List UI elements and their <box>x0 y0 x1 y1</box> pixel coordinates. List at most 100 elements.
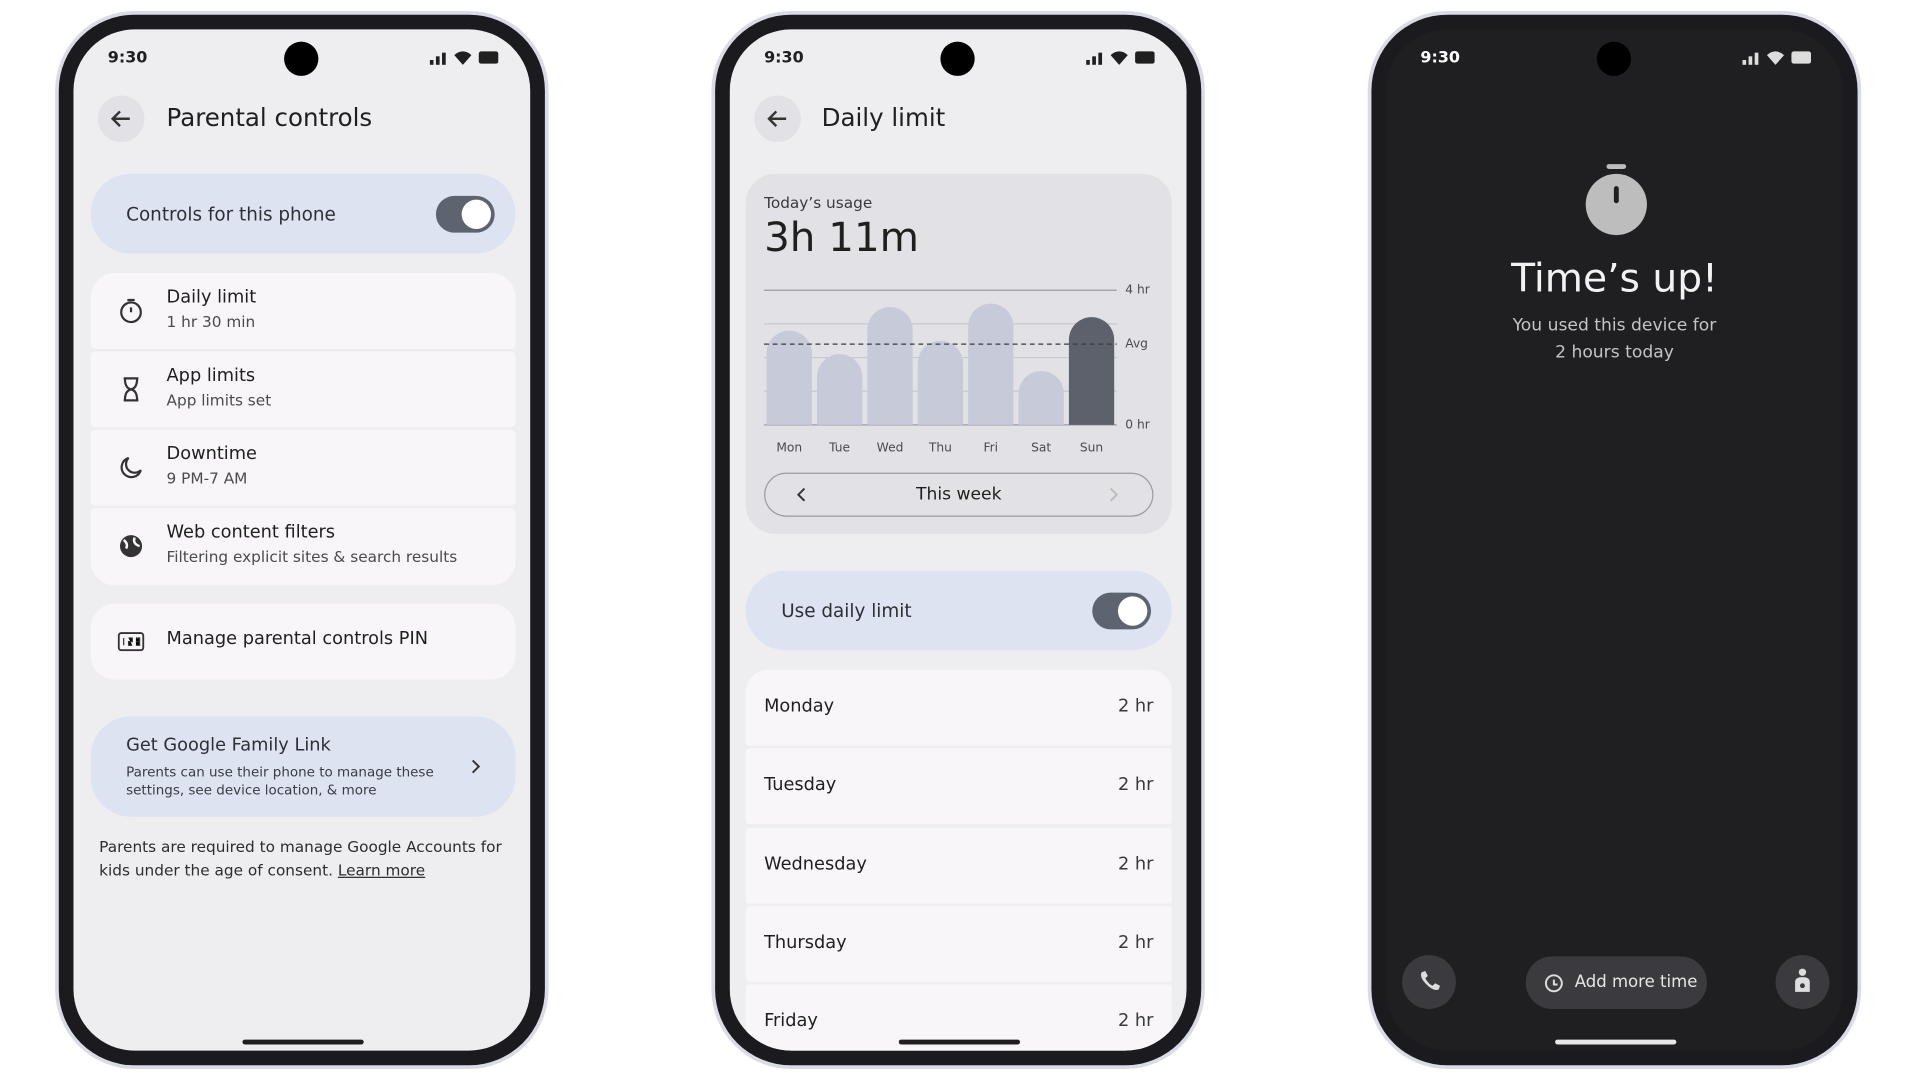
status-icons <box>1086 51 1155 65</box>
x-tick-label: Tue <box>828 441 850 455</box>
prev-week[interactable] <box>795 486 810 503</box>
day-row[interactable]: Friday 2 hr <box>745 984 1172 1051</box>
y-tick-label: 4 hr <box>1125 283 1150 297</box>
family-link-title: Get Google Family Link <box>126 735 331 756</box>
toggle-label: Controls for this phone <box>126 203 336 226</box>
status-time: 9:30 <box>107 48 148 68</box>
day-name: Monday <box>764 696 835 717</box>
message: You used this device for 2 hours today <box>1386 312 1843 366</box>
item-subtitle: 1 hr 30 min <box>166 312 256 331</box>
bar <box>816 354 863 425</box>
usage-value: 3h 11m <box>764 213 920 261</box>
screen: 9:30 Time’s up! You used this device for… <box>1386 29 1843 1051</box>
week-selector: This week <box>764 472 1154 517</box>
item-title: Web content filters <box>166 522 336 543</box>
camera <box>940 41 975 76</box>
icon <box>123 377 139 402</box>
message-line: 2 hours today <box>1555 342 1674 363</box>
home-bar <box>242 1039 364 1045</box>
day-name: Wednesday <box>764 854 867 875</box>
phone: 9:30 Daily limit Today’s usage 3h 11m 0 … <box>715 14 1202 1066</box>
home-bar <box>1555 1039 1677 1045</box>
bar <box>766 330 812 425</box>
list-item[interactable]: App limits App limits set <box>90 351 516 428</box>
item-title: Daily limit <box>166 287 257 308</box>
back-button[interactable] <box>754 95 801 143</box>
icon <box>120 535 143 558</box>
bar <box>1018 371 1064 425</box>
day-row[interactable]: Tuesday 2 hr <box>745 748 1172 825</box>
timer-icon <box>1585 164 1647 236</box>
day-limit: 2 hr <box>1117 933 1154 953</box>
toggle[interactable] <box>435 195 495 233</box>
button-label: Add more time <box>1574 972 1698 992</box>
family-link-card[interactable]: Get Google Family Link Parents can use t… <box>90 716 516 817</box>
status-time: 9:30 <box>1420 48 1461 68</box>
learn-more-link[interactable]: Learn more <box>337 860 426 880</box>
add-more-time-button[interactable]: Add more time <box>1525 956 1707 1009</box>
item-subtitle: 9 PM-7 AM <box>166 468 248 488</box>
icon <box>120 298 142 324</box>
times-up-title: Time’s up! <box>1511 254 1718 302</box>
daily-limit-toggle-card[interactable]: Use daily limit <box>745 570 1172 651</box>
day-row[interactable]: Monday 2 hr <box>745 669 1172 746</box>
day-name: Tuesday <box>764 775 837 795</box>
y-tick-label: 0 hr <box>1125 417 1150 431</box>
camera <box>1596 41 1632 76</box>
bar <box>917 340 964 425</box>
bar <box>968 303 1014 425</box>
next-week[interactable] <box>1106 486 1121 503</box>
day-name: Thursday <box>764 933 847 953</box>
phone: 9:30 Parental controls Controls for this… <box>58 14 545 1066</box>
average-label: Avg <box>1125 337 1148 351</box>
icon <box>120 456 142 479</box>
item-title: Manage parental controls PIN <box>166 629 429 649</box>
x-tick-label: Wed <box>877 441 904 455</box>
footer: Parents are required to manage Google Ac… <box>99 835 510 882</box>
emergency-button[interactable] <box>1775 955 1830 1009</box>
x-tick-label: Fri <box>983 441 998 455</box>
item-title: Downtime <box>166 444 257 465</box>
toggle[interactable] <box>1092 592 1152 630</box>
usage-card: Today’s usage 3h 11m 0 hr 4 hr Mon Tue Wed Th… <box>745 173 1172 534</box>
footer-text: Parents are required to manage Google Ac… <box>99 837 502 880</box>
screen-title: Daily limit <box>821 102 946 133</box>
pin-item[interactable]: Manage parental controls PIN <box>90 603 516 680</box>
back-button[interactable] <box>97 95 145 143</box>
icon <box>1544 974 1563 993</box>
week-label: This week <box>916 484 1002 505</box>
usage-label: Today’s usage <box>764 193 873 212</box>
phone: 9:30 Time’s up! You used this device for… <box>1371 14 1858 1066</box>
status-time: 9:30 <box>764 48 804 68</box>
x-tick-label: Mon <box>776 441 802 455</box>
bar <box>867 307 913 425</box>
screen: 9:30 Daily limit Today’s usage 3h 11m 0 … <box>729 29 1187 1051</box>
x-tick-label: Sun <box>1080 441 1103 455</box>
item-subtitle: App limits set <box>166 390 272 409</box>
day-limit: 2 hr <box>1117 775 1154 795</box>
icon <box>117 632 145 652</box>
phone-button[interactable] <box>1402 955 1456 1009</box>
list-item[interactable]: Web content filters Filtering explicit si… <box>90 508 516 586</box>
day-row[interactable]: Wednesday 2 hr <box>745 827 1172 904</box>
x-tick-label: Sat <box>1031 441 1051 455</box>
screen: 9:30 Parental controls Controls for this… <box>73 29 531 1051</box>
list-item[interactable]: Daily limit 1 hr 30 min <box>90 273 516 349</box>
day-limit: 2 hr <box>1117 854 1154 875</box>
day-row[interactable]: Thursday 2 hr <box>745 906 1172 983</box>
item-title: App limits <box>166 366 256 386</box>
toggle-label: Use daily limit <box>781 600 912 623</box>
controls-toggle-card[interactable]: Controls for this phone <box>90 173 516 254</box>
screen-title: Parental controls <box>166 102 373 133</box>
x-tick-label: Thu <box>928 441 952 455</box>
day-limit: 2 hr <box>1117 1011 1154 1032</box>
chevron <box>471 759 481 774</box>
usage-chart: 0 hr 4 hr Mon Tue Wed Thu Fri Sat Sun Avg <box>764 283 1151 455</box>
status-icons <box>1742 51 1812 65</box>
list-item[interactable]: Downtime 9 PM-7 AM <box>90 429 516 506</box>
item-subtitle: Filtering explicit sites & search result… <box>166 547 458 566</box>
day-limit: 2 hr <box>1117 696 1154 717</box>
